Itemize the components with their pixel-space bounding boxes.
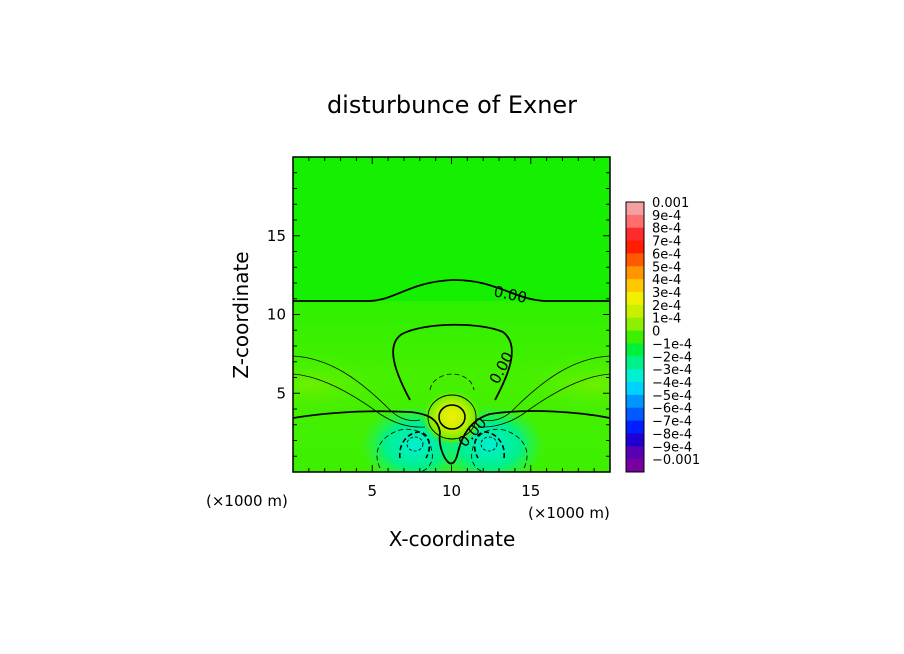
contour-thin-right-2 xyxy=(477,373,610,428)
x-tick-label: 5 xyxy=(367,482,377,500)
colorbar-swatch xyxy=(626,292,644,306)
colorbar-swatch xyxy=(626,214,644,229)
colorbar-swatch xyxy=(626,394,644,409)
contour-center-outer xyxy=(427,394,477,440)
colorbar-label: 3e-4 xyxy=(652,286,681,301)
contour-thin-left-2 xyxy=(293,373,426,428)
colorbar-label: −9e-4 xyxy=(652,440,692,455)
colorbar-swatch xyxy=(626,304,644,319)
contour-dashed-right-inner xyxy=(473,431,506,459)
colorbar-swatch xyxy=(626,459,644,473)
x-axis-ticks: 5 10 15 xyxy=(292,157,611,500)
contour-thin-right-1 xyxy=(482,355,610,422)
x-tick-label: 10 xyxy=(442,482,461,500)
colorbar-label: −4e-4 xyxy=(652,376,692,391)
colorbar-swatch xyxy=(626,407,644,422)
colorbar-swatch xyxy=(626,266,644,280)
y-axis-label: Z-coordinate xyxy=(229,251,253,378)
x-unit-label: (×1000 m) xyxy=(528,504,610,522)
colorbar-swatch xyxy=(626,343,644,357)
contour-dashed-right-outer xyxy=(471,428,528,472)
contour-dashed-top xyxy=(429,373,475,391)
colorbar-label: 4e-4 xyxy=(652,273,681,288)
colorbar-swatch xyxy=(626,253,644,267)
y-tick-label: 10 xyxy=(267,306,286,324)
y-axis-ticks: 5 10 15 xyxy=(267,156,610,473)
colorbar-label: 9e-4 xyxy=(652,209,681,224)
contour-center-inner xyxy=(438,404,466,430)
colorbar-swatch xyxy=(626,420,644,434)
colorbar-swatch xyxy=(626,446,644,460)
colorbar-swatch xyxy=(626,202,644,216)
colorbar-label: −2e-4 xyxy=(652,350,692,365)
lobe-left xyxy=(293,350,405,420)
colorbar-label: −6e-4 xyxy=(652,402,692,417)
contour-dashed-left-core xyxy=(406,436,424,452)
colorbar-label: 0.001 xyxy=(652,196,689,211)
chart-title: disturbunce of Exner xyxy=(327,91,577,119)
colorbar-label: 2e-4 xyxy=(652,299,681,314)
colorbar-label: 0 xyxy=(652,325,660,340)
y-tick-label: 5 xyxy=(276,384,286,402)
colorbar-label: −5e-4 xyxy=(652,389,692,404)
colorbar-label: −0.001 xyxy=(652,453,700,468)
colorbar-swatch xyxy=(626,227,644,242)
colorbar-label: −1e-4 xyxy=(652,337,692,352)
contour-dashed-left-inner xyxy=(398,431,431,459)
colorbar-swatch xyxy=(626,240,644,254)
colorbar-swatch xyxy=(626,279,644,293)
contour-dashed-left-outer xyxy=(376,428,433,472)
x-tick-label: 15 xyxy=(521,482,540,500)
upper-field xyxy=(293,157,610,301)
colorbar-label: 8e-4 xyxy=(652,222,681,237)
contour-zero-lower xyxy=(293,410,610,465)
colorbar: 0.0019e-48e-47e-46e-45e-44e-43e-42e-41e-… xyxy=(625,196,700,473)
colorbar-label: −8e-4 xyxy=(652,427,692,442)
colorbar-swatch xyxy=(626,369,644,383)
x-axis-label: X-coordinate xyxy=(389,527,516,551)
z-unit-label: (×1000 m) xyxy=(206,492,288,510)
colorbar-swatch xyxy=(626,382,644,396)
contour-zero-upper xyxy=(293,279,610,302)
y-tick-label: 15 xyxy=(267,227,286,245)
colorbar-swatch xyxy=(626,433,644,447)
colorbar-label: 1e-4 xyxy=(652,312,681,327)
lobe-right xyxy=(498,350,610,420)
colorbar-label: −3e-4 xyxy=(652,363,692,378)
colorbar-swatch xyxy=(626,317,644,332)
colorbar-swatch xyxy=(626,330,644,344)
colorbar-frame xyxy=(625,201,645,473)
colorbar-label: 5e-4 xyxy=(652,260,681,275)
colorbar-label: 6e-4 xyxy=(652,247,681,262)
colorbar-swatch xyxy=(626,356,644,370)
contour-dashed-right-core xyxy=(480,436,498,452)
colorbar-label: 7e-4 xyxy=(652,235,681,250)
contour-lines xyxy=(293,279,610,472)
colorbar-label: −7e-4 xyxy=(652,415,692,430)
plot-area: 0.00 0.00 0.00 xyxy=(293,157,610,472)
contour-thin-left-1 xyxy=(293,355,421,422)
contour-zero-ring xyxy=(392,323,513,401)
